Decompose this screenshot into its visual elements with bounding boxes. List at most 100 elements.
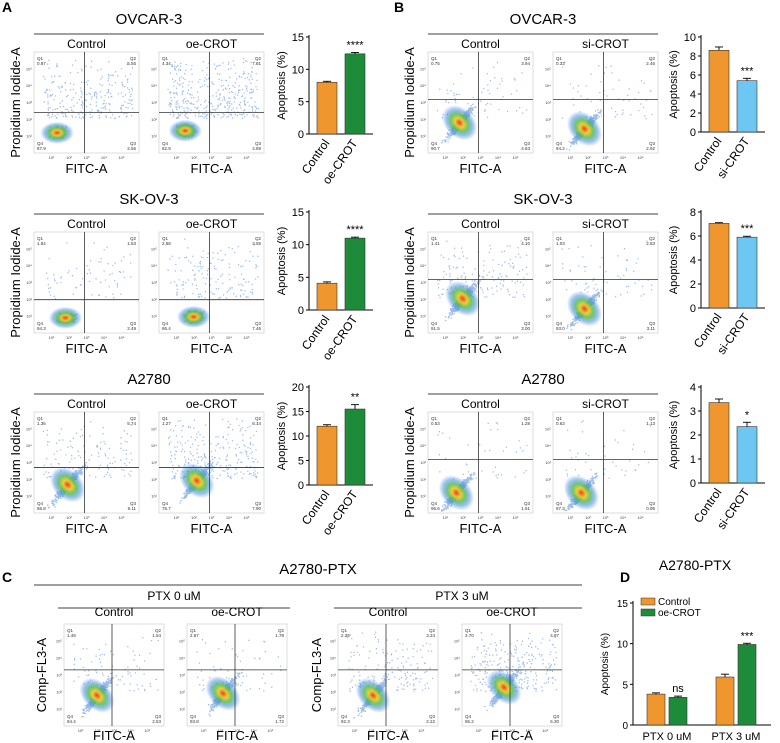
quadrant-label: Q3 (649, 321, 656, 326)
y-tick-label: 20 (292, 382, 304, 394)
axis-tick-label: 10² (151, 297, 157, 302)
quadrant-value: 5.30 (550, 719, 559, 724)
axis-tick-label: 10² (454, 690, 460, 695)
axis-tick-label: 10⁴ (26, 83, 32, 88)
quadrant-value: 1.72 (275, 719, 284, 724)
y-axis-label: Apoptosis (%) (276, 227, 288, 295)
quadrant-value: 7.01 (252, 61, 261, 66)
chart-title: A2780 (127, 371, 170, 388)
significance-mark: ns (672, 683, 684, 695)
quadrant-label: Q2 (553, 628, 560, 633)
quadrant-value: 86.2 (465, 719, 474, 724)
panel-letter: D (620, 569, 630, 585)
quadrant-value: 2.49 (127, 326, 136, 331)
axis-tick-label: 10⁵ (418, 728, 424, 733)
quadrant-value: 1.49 (67, 633, 76, 638)
axis-tick-label: 10⁵ (179, 639, 185, 644)
x-axis-label: FITC-A (191, 341, 233, 356)
axis-tick-label: 10¹ (568, 515, 574, 520)
y-tick-label: 0 (622, 721, 628, 732)
axis-tick-label: 10⁵ (26, 246, 32, 251)
quadrant-label: Q3 (130, 321, 137, 326)
quadrant-label: Q2 (429, 628, 436, 633)
axis-tick-label: 10¹ (420, 314, 426, 319)
plot-label: Control (461, 37, 500, 51)
axis-tick-label: 10⁵ (118, 335, 124, 340)
axis-tick-label: 10³ (545, 280, 551, 285)
axis-tick-label: 10¹ (49, 335, 55, 340)
quadrant-label: Q2 (130, 416, 137, 421)
axis-tick-label: 10¹ (26, 494, 32, 499)
quadrant-value: 3.00 (521, 326, 530, 331)
axis-tick-label: 10⁴ (330, 656, 336, 661)
y-axis-label: Propidium Iodide-A (402, 407, 417, 518)
quadrant-label: Q1 (67, 628, 74, 633)
axis-tick-label: 10³ (454, 673, 460, 678)
quadrant-value: 0.95 (646, 506, 655, 511)
quadrant-label: Q4 (37, 501, 44, 506)
plot-frame (461, 623, 563, 727)
y-tick-label: 10 (617, 640, 629, 651)
axis-tick-label: 10² (368, 728, 374, 733)
axis-tick-label: 10³ (26, 100, 32, 105)
axis-tick-label: 10³ (478, 515, 484, 520)
axis-tick-label: 10² (585, 515, 591, 520)
axis-tick-label: 10³ (84, 335, 90, 340)
axis-tick-label: 10¹ (443, 155, 449, 160)
y-tick-label: 10 (684, 32, 696, 44)
quadrant-value: 2.92 (646, 146, 655, 151)
axis-tick-label: 10³ (545, 100, 551, 105)
quadrant-value: 91.5 (431, 326, 440, 331)
density-core (168, 119, 203, 142)
axis-tick-label: 10¹ (26, 134, 32, 139)
chart-title: OVCAR-3 (510, 11, 577, 28)
density-core (40, 121, 74, 144)
quadrant-label: Q4 (556, 501, 563, 506)
y-axis-label: Propidium Iodide-A (8, 407, 23, 518)
axis-tick-label: 10⁵ (144, 728, 150, 733)
y-tick-label: 15 (292, 407, 304, 419)
group-label: PTX 0 uM (147, 589, 200, 603)
density-core (441, 105, 478, 141)
axis-tick-label: 10³ (26, 460, 32, 465)
axis-tick-label: 10⁴ (226, 515, 232, 520)
density-core (79, 677, 115, 713)
y-axis-label: Apoptosis (%) (668, 50, 680, 118)
quadrant-value: 0.63 (556, 421, 565, 426)
quadrant-value: 4.89 (252, 146, 261, 151)
axis-tick-label: 10³ (478, 335, 484, 340)
scatter-events (42, 421, 133, 509)
quadrant-value: 1.41 (431, 241, 440, 246)
axis-tick-label: 10⁵ (243, 155, 249, 160)
legend-label: oe-CROT (658, 608, 701, 619)
axis-tick-label: 10⁵ (330, 639, 336, 644)
quadrant-label: Q3 (649, 501, 656, 506)
y-tick-label: 5 (622, 680, 628, 691)
y-tick-label: 10 (292, 64, 304, 76)
plot-label: oe-CROT (486, 605, 538, 619)
axis-tick-label: 10⁴ (545, 263, 551, 268)
quadrant-value: 6.11 (128, 506, 137, 511)
quadrant-label: Q3 (255, 321, 262, 326)
y-tick-label: 4 (690, 255, 696, 267)
plot-frame (158, 411, 265, 514)
bar (708, 223, 730, 309)
axis-tick-label: 10¹ (443, 515, 449, 520)
quadrant-label: Q2 (130, 236, 137, 241)
axis-tick-label: 10⁴ (151, 443, 157, 448)
quadrant-value: 86.8 (37, 506, 46, 511)
y-tick-label: 0 (690, 303, 696, 315)
quadrant-value: 3.24 (426, 633, 435, 638)
y-tick-label: 1 (690, 454, 696, 466)
axis-tick-label: 10⁴ (495, 335, 501, 340)
quadrant-value: 2.67 (190, 633, 199, 638)
bar (344, 408, 366, 486)
quadrant-label: Q3 (255, 141, 262, 146)
quadrant-value: 2.83 (646, 241, 655, 246)
axis-tick-label: 10⁴ (420, 83, 426, 88)
quadrant-label: Q4 (190, 714, 197, 719)
